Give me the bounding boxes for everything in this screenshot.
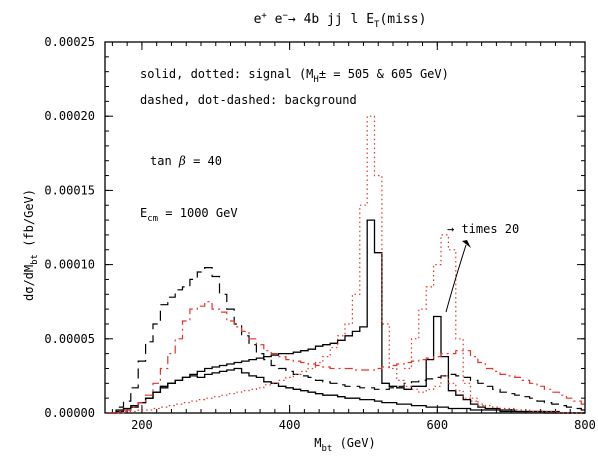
annotation-arrowhead bbox=[462, 240, 471, 248]
annotation-signal: solid, dotted: signal (MH± = 505 & 605 G… bbox=[140, 67, 449, 85]
annotation-arrow bbox=[445, 244, 467, 313]
y-tick-label: 0.00010 bbox=[44, 258, 95, 272]
axis-ticks: 200 400 600 800 0.00000 0.00005 0.00010 0.00015… bbox=[44, 35, 595, 432]
annotation-tanbeta: tan β = 40 bbox=[150, 154, 222, 168]
y-tick-label: 0.00015 bbox=[44, 183, 95, 197]
x-axis-label: Mbt (GeV) bbox=[314, 436, 375, 454]
y-axis-label: dσ/dMbt (fb/GeV) bbox=[22, 189, 40, 301]
annotation-ecm: Ecm = 1000 GeV bbox=[140, 206, 238, 224]
y-tick-label: 0.00000 bbox=[44, 406, 95, 420]
plot-frame bbox=[104, 41, 586, 414]
series-dotted-4 bbox=[108, 115, 585, 414]
chart-title: e+ e−→ 4b jj l ET(miss) bbox=[254, 11, 427, 30]
x-tick-label: 800 bbox=[574, 418, 596, 432]
series-solid-1 bbox=[108, 367, 585, 414]
x-tick-label: 200 bbox=[131, 418, 153, 432]
y-tick-label: 0.00025 bbox=[44, 35, 95, 49]
y-tick-label: 0.00020 bbox=[44, 109, 95, 123]
series-dot-dashed-3 bbox=[108, 301, 585, 414]
annotation-background: dashed, dot-dashed: background bbox=[140, 93, 357, 107]
series-dotted-5 bbox=[404, 234, 486, 407]
series-solid-0 bbox=[108, 219, 585, 414]
series-group bbox=[108, 115, 585, 414]
x-tick-label: 600 bbox=[426, 418, 448, 432]
annotation-times20: → times 20 bbox=[447, 222, 519, 236]
x-tick-label: 400 bbox=[279, 418, 301, 432]
y-tick-label: 0.00005 bbox=[44, 332, 95, 346]
series-dashed-2 bbox=[108, 267, 585, 414]
